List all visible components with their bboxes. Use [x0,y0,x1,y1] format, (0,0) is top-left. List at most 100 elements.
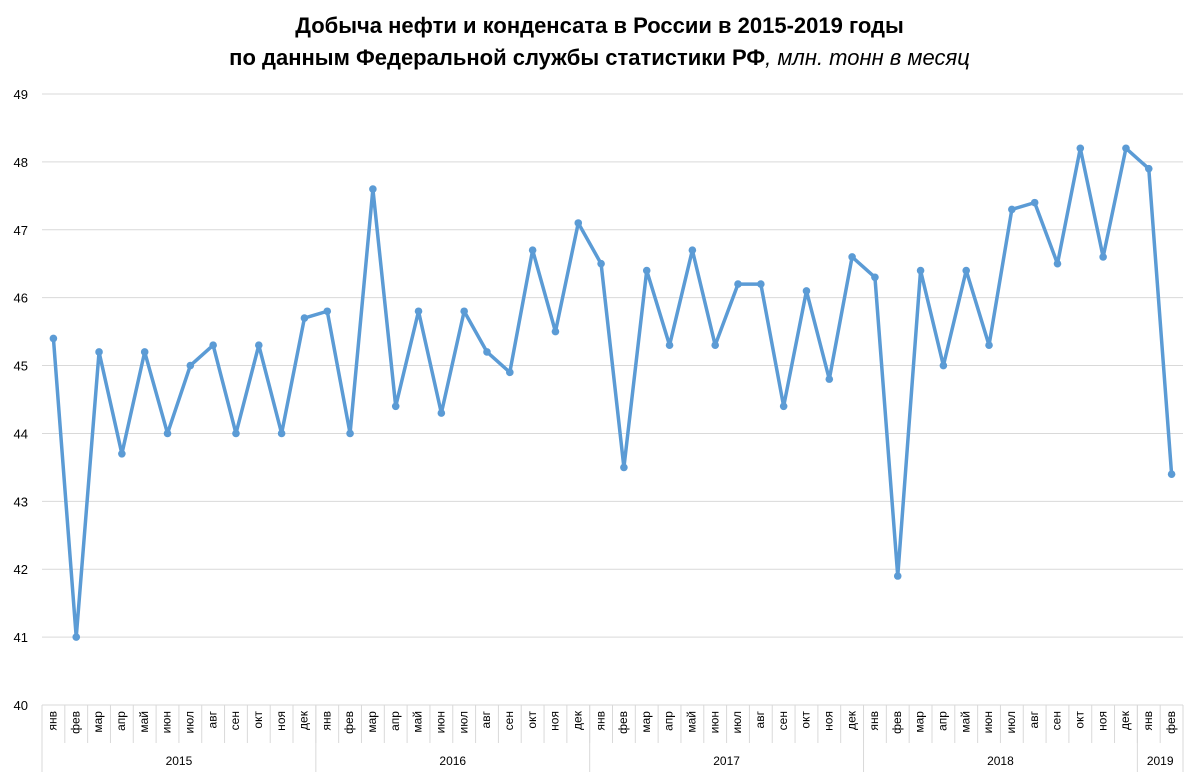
data-point [916,266,925,275]
data-point [232,429,240,438]
data-point [802,287,811,295]
month-tick-label: янв [1141,711,1155,731]
month-tick-label: сен [776,711,790,730]
data-point [277,429,286,438]
month-tick-label: дек [844,710,858,730]
month-tick-label: авг [479,710,493,728]
y-tick-label: 47 [14,223,28,238]
month-tick-label: окт [525,711,539,729]
gridlines [42,93,1183,706]
data-point [620,463,628,472]
data-point [848,253,856,261]
data-point [1053,259,1062,268]
data-point [1008,205,1016,214]
year-label: 2018 [987,754,1014,768]
month-tick-label: май [137,711,151,733]
y-tick-label: 48 [14,155,28,170]
month-tick-label: окт [799,711,813,729]
y-tick-label: 41 [14,630,28,645]
data-point [779,402,788,411]
data-point [734,280,742,288]
data-point [711,341,719,349]
data-point [757,280,765,288]
data-point [163,429,172,438]
data-point [140,348,149,356]
month-tick-label: сен [228,711,242,730]
month-tick-label: май [958,711,972,733]
y-tick-label: 45 [14,359,28,374]
series [49,144,1176,641]
data-point [118,450,126,458]
month-tick-label: ноя [274,711,288,731]
month-tick-label: дек [297,710,311,730]
data-point [893,572,902,580]
month-tick-label: окт [1072,711,1086,729]
month-tick-label: июл [730,711,744,733]
data-point [346,429,354,438]
chart-title-line2-italic: , млн. тонн в месяц [765,45,970,70]
data-point [1167,470,1176,478]
month-tick-label: май [685,711,699,733]
chart-title: Добыча нефти и конденсата в России в 201… [0,10,1199,74]
month-tick-label: мар [91,711,105,733]
chart-title-line2-bold: по данным Федеральной службы статистики … [229,45,766,70]
data-point [1122,144,1130,153]
y-tick-label: 44 [14,426,28,441]
month-tick-label: июн [981,711,995,733]
data-point [597,259,605,268]
data-point [506,368,514,377]
data-point [528,246,537,254]
data-point [985,341,993,349]
y-tick-label: 42 [14,562,28,577]
chart-title-line1: Добыча нефти и конденсата в России в 201… [295,13,904,38]
month-tick-label: ноя [1095,711,1109,731]
data-point [1144,164,1153,173]
month-tick-label: авг [753,710,767,728]
y-tick-label: 43 [14,494,28,509]
data-point [72,633,81,641]
month-tick-label: апр [936,711,950,731]
data-point [483,348,491,356]
data-point [1099,253,1107,261]
month-tick-label: авг [1027,710,1041,728]
y-tick-label: 49 [14,87,28,102]
month-tick-label: июл [1004,711,1018,733]
data-point [1076,144,1085,153]
month-tick-label: май [411,711,425,733]
month-tick-label: июн [160,711,174,733]
data-point [574,219,583,227]
data-point [665,341,674,349]
month-tick-label: июн [707,711,721,733]
month-tick-label: апр [388,711,402,731]
data-point [551,327,560,336]
month-tick-label: апр [114,711,128,731]
data-point [323,307,332,316]
month-tick-label: янв [867,711,881,731]
month-tick-label: сен [1050,711,1064,730]
data-point [939,361,948,370]
data-point [254,341,263,349]
y-tick-label: 40 [14,698,28,713]
month-tick-label: фев [890,711,904,734]
data-point [95,348,103,356]
data-point [1030,198,1039,207]
data-point [414,307,423,316]
month-tick-label: фев [1164,711,1178,734]
data-point [871,273,879,282]
data-point [825,375,834,383]
chart-title-line2: по данным Федеральной службы статистики … [0,42,1199,74]
data-point [437,409,446,417]
data-point [460,307,468,316]
data-point [642,266,651,275]
month-tick-label: апр [662,711,676,731]
y-tick-label: 46 [14,291,28,306]
month-tick-label: мар [639,711,653,733]
x-axis: янв фев мар апр май июн июл авг сен окт ноя дек янв ф… [41,704,1184,772]
data-point [962,266,971,275]
month-tick-label: фев [68,711,82,734]
month-tick-label: мар [365,711,379,733]
data-point [369,185,377,193]
data-point [209,341,217,349]
month-tick-label: фев [616,711,630,734]
